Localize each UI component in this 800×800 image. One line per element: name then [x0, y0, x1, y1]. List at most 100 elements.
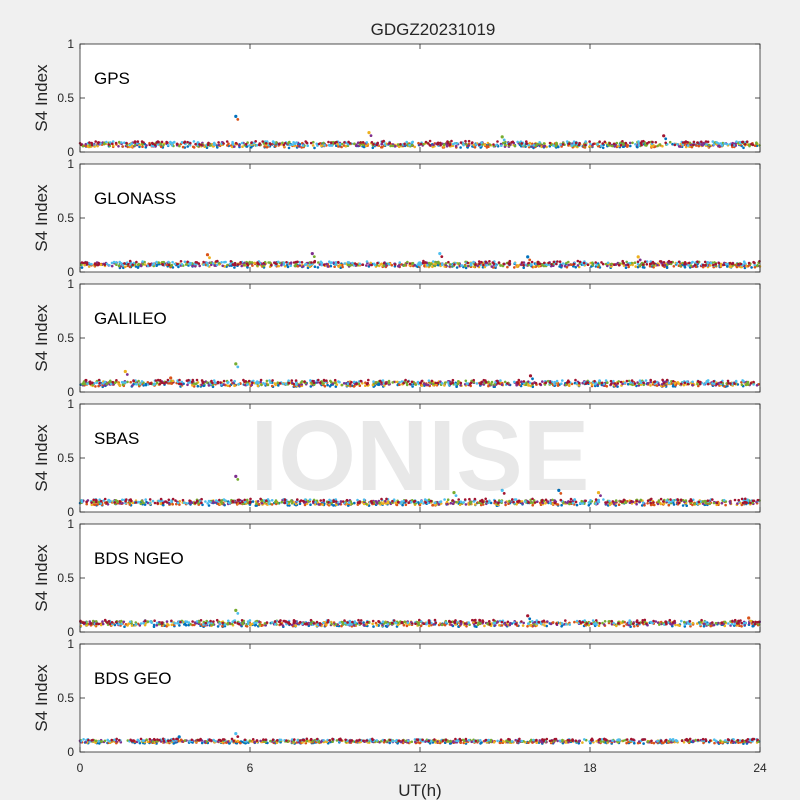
data-point [564, 383, 568, 387]
data-point [601, 146, 605, 150]
data-point [686, 141, 689, 144]
data-point [473, 146, 477, 149]
data-point [322, 141, 325, 145]
data-point [697, 500, 701, 504]
data-point [730, 143, 734, 147]
data-point [560, 503, 563, 507]
data-point [394, 145, 397, 148]
data-point [264, 142, 268, 145]
data-point [110, 264, 114, 268]
data-point [221, 502, 224, 505]
data-point [337, 260, 340, 264]
data-point [362, 621, 365, 624]
data-point [525, 140, 528, 143]
data-point [365, 264, 368, 267]
data-point [702, 383, 706, 386]
data-point [382, 264, 386, 268]
data-point [83, 263, 86, 267]
data-point [708, 502, 712, 506]
data-point [273, 261, 276, 265]
data-point [313, 146, 316, 150]
data-point-peak [234, 114, 238, 118]
data-point [350, 380, 353, 384]
data-point [532, 144, 535, 147]
data-point [688, 261, 691, 265]
data-point [686, 144, 690, 147]
data-point [229, 260, 233, 263]
data-point [487, 384, 490, 388]
data-point [436, 143, 439, 146]
data-point [502, 262, 506, 266]
data-point [178, 378, 181, 382]
data-point [188, 143, 192, 147]
data-point [131, 384, 134, 387]
data-point [370, 263, 373, 267]
data-point [372, 143, 375, 146]
data-point [355, 143, 358, 146]
data-point [151, 141, 154, 145]
data-point [679, 264, 682, 268]
data-point [194, 501, 197, 505]
data-point [117, 140, 121, 144]
data-point [693, 263, 697, 267]
data-point [159, 145, 163, 149]
data-point [87, 262, 91, 265]
data-point [429, 381, 432, 385]
data-point [576, 264, 580, 267]
data-point [284, 382, 288, 386]
data-point [612, 379, 615, 383]
data-point [164, 381, 168, 384]
data-point-peak [236, 118, 240, 121]
data-point [756, 498, 760, 502]
data-point [151, 263, 154, 267]
data-point [128, 259, 132, 263]
data-point [111, 380, 115, 384]
data-point [297, 383, 301, 387]
data-point [399, 143, 402, 146]
data-point [137, 379, 140, 383]
data-point [91, 381, 94, 385]
data-point [413, 264, 416, 267]
data-point [97, 378, 101, 382]
data-point [635, 502, 638, 506]
data-point [303, 503, 307, 507]
data-point [308, 263, 312, 267]
data-point-peak [636, 255, 640, 259]
data-point [141, 263, 145, 266]
data-point-peak [531, 377, 534, 381]
data-point [626, 263, 630, 267]
data-point [591, 263, 594, 267]
data-point [166, 141, 169, 144]
data-point [503, 621, 507, 625]
data-point [419, 381, 422, 385]
data-point [330, 380, 333, 384]
data-point [128, 145, 131, 149]
data-point-peak [367, 131, 371, 135]
data-point [206, 264, 210, 267]
data-point [323, 144, 326, 147]
data-point [364, 384, 367, 388]
data-point [706, 499, 710, 503]
data-point [389, 144, 392, 148]
data-point [125, 498, 128, 501]
data-point [375, 381, 378, 384]
data-point [719, 142, 723, 145]
data-point [517, 378, 521, 382]
data-point [454, 383, 457, 386]
y-tick-label: 0 [67, 265, 74, 279]
data-point [575, 503, 579, 507]
data-point [670, 623, 673, 626]
data-point [293, 385, 296, 388]
data-point [205, 261, 209, 265]
data-point [194, 261, 198, 264]
data-point [472, 260, 475, 264]
data-point [720, 501, 724, 505]
data-point [676, 623, 680, 627]
data-point [446, 141, 450, 145]
data-point [433, 264, 437, 268]
data-point [696, 622, 699, 625]
data-point [520, 261, 524, 264]
data-point [114, 141, 118, 145]
data-point [138, 145, 141, 149]
data-point [609, 382, 613, 386]
